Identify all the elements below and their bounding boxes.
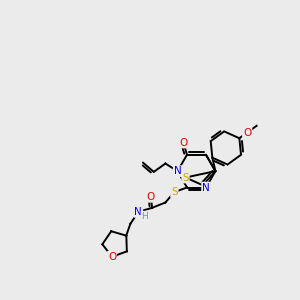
Text: O: O bbox=[108, 252, 116, 262]
Text: N: N bbox=[202, 182, 210, 193]
Text: S: S bbox=[182, 172, 189, 182]
Text: S: S bbox=[171, 187, 178, 197]
Text: N: N bbox=[174, 166, 182, 176]
Text: O: O bbox=[243, 128, 251, 138]
Text: O: O bbox=[147, 192, 155, 202]
Text: H: H bbox=[141, 212, 148, 220]
Text: N: N bbox=[134, 207, 142, 217]
Text: O: O bbox=[179, 138, 188, 148]
Text: O: O bbox=[243, 128, 251, 138]
